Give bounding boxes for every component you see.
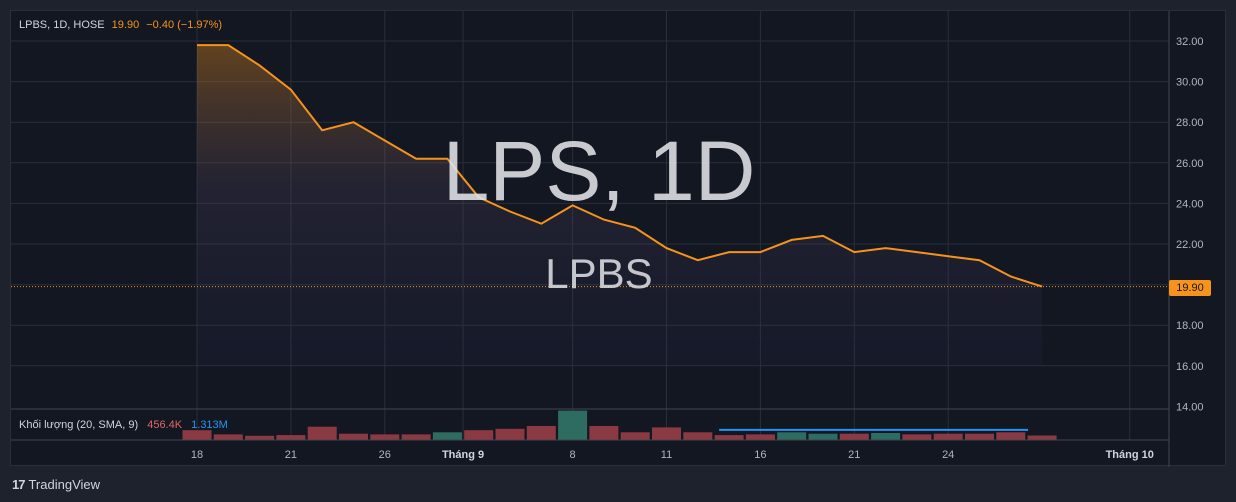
volume-bar	[558, 410, 588, 440]
x-tick-label: 8	[570, 449, 576, 461]
y-tick-label: 22.00	[1176, 239, 1204, 251]
watermark-title: LPS, 1D	[442, 124, 756, 218]
volume-bar	[620, 432, 650, 440]
x-tick-label: Tháng 10	[1106, 449, 1154, 461]
price-area-fill	[197, 45, 1043, 366]
volume-sma-value: 1.313M	[191, 419, 228, 431]
x-tick-label: 18	[191, 449, 203, 461]
volume-bar	[652, 427, 681, 440]
volume-bar	[526, 426, 556, 440]
volume-bar	[902, 434, 932, 440]
last-price-tag: 19.90	[1169, 280, 1211, 296]
brand-name: TradingView	[28, 477, 101, 492]
tradingview-logo[interactable]: 17 TradingView	[12, 477, 100, 492]
volume-bar	[871, 433, 901, 440]
volume-bar	[714, 435, 744, 440]
volume-bar	[432, 432, 462, 440]
volume-bar	[777, 432, 807, 440]
volume-bar	[839, 433, 869, 440]
volume-bar	[182, 430, 212, 440]
volume-bar	[745, 434, 775, 440]
time-axis[interactable]: 18 21 26 Tháng 9 8 11 16 21 24 Tháng 10	[191, 449, 1154, 461]
volume-bar	[683, 432, 713, 440]
y-tick-label: 24.00	[1176, 198, 1204, 210]
chart-frame[interactable]: 32.0030.0028.0026.0024.0022.0020.0018.00…	[10, 10, 1227, 467]
x-tick-label: 16	[754, 449, 766, 461]
symbol-label: LPBS, 1D, HOSE	[19, 19, 105, 31]
volume-bar	[464, 430, 494, 440]
price-axis[interactable]: 32.0030.0028.0026.0024.0022.0020.0018.00…	[1176, 36, 1204, 413]
volume-bar	[245, 435, 275, 440]
volume-bar	[495, 428, 525, 440]
volume-bar	[996, 432, 1026, 440]
volume-bar	[307, 426, 337, 440]
y-tick-label: 26.00	[1176, 158, 1204, 170]
price-line	[197, 44, 1043, 288]
price-change-value: −0.40 (−1.97%)	[146, 19, 223, 31]
x-tick-label: 21	[848, 449, 860, 461]
volume-bars	[182, 410, 1057, 440]
y-tick-label: 14.00	[1176, 401, 1204, 413]
chart-canvas[interactable]: 32.0030.0028.0026.0024.0022.0020.0018.00…	[11, 11, 1227, 467]
volume-value: 456.4K	[147, 419, 183, 431]
symbol-legend[interactable]: LPBS, 1D, HOSE 19.90 −0.40 (−1.97%)	[19, 19, 222, 31]
x-tick-label: 24	[942, 449, 954, 461]
volume-bar	[276, 435, 306, 440]
volume-bar	[589, 426, 619, 440]
y-tick-label: 16.00	[1176, 361, 1204, 373]
x-tick-label: 21	[285, 449, 297, 461]
volume-bar	[370, 434, 400, 440]
y-tick-label: 28.00	[1176, 117, 1204, 129]
watermark-subtitle: LPBS	[545, 250, 653, 297]
x-tick-label: Tháng 9	[442, 449, 484, 461]
volume-bar	[808, 433, 838, 440]
volume-bar	[401, 434, 431, 440]
volume-bar	[339, 433, 368, 440]
y-tick-label: 18.00	[1176, 320, 1204, 332]
tradingview-icon: 17	[12, 477, 26, 492]
x-tick-label: 26	[379, 449, 391, 461]
volume-bar	[1027, 435, 1057, 440]
y-tick-label: 30.00	[1176, 77, 1204, 89]
volume-bar	[213, 434, 243, 440]
volume-bar	[933, 433, 963, 440]
x-tick-label: 11	[661, 449, 672, 461]
volume-bar	[965, 433, 994, 440]
volume-indicator-label: Khối lượng (20, SMA, 9)	[19, 419, 139, 431]
last-price-value: 19.90	[111, 19, 140, 31]
volume-legend[interactable]: Khối lượng (20, SMA, 9) 456.4K 1.313M	[19, 419, 228, 431]
y-tick-label: 32.00	[1176, 36, 1204, 48]
